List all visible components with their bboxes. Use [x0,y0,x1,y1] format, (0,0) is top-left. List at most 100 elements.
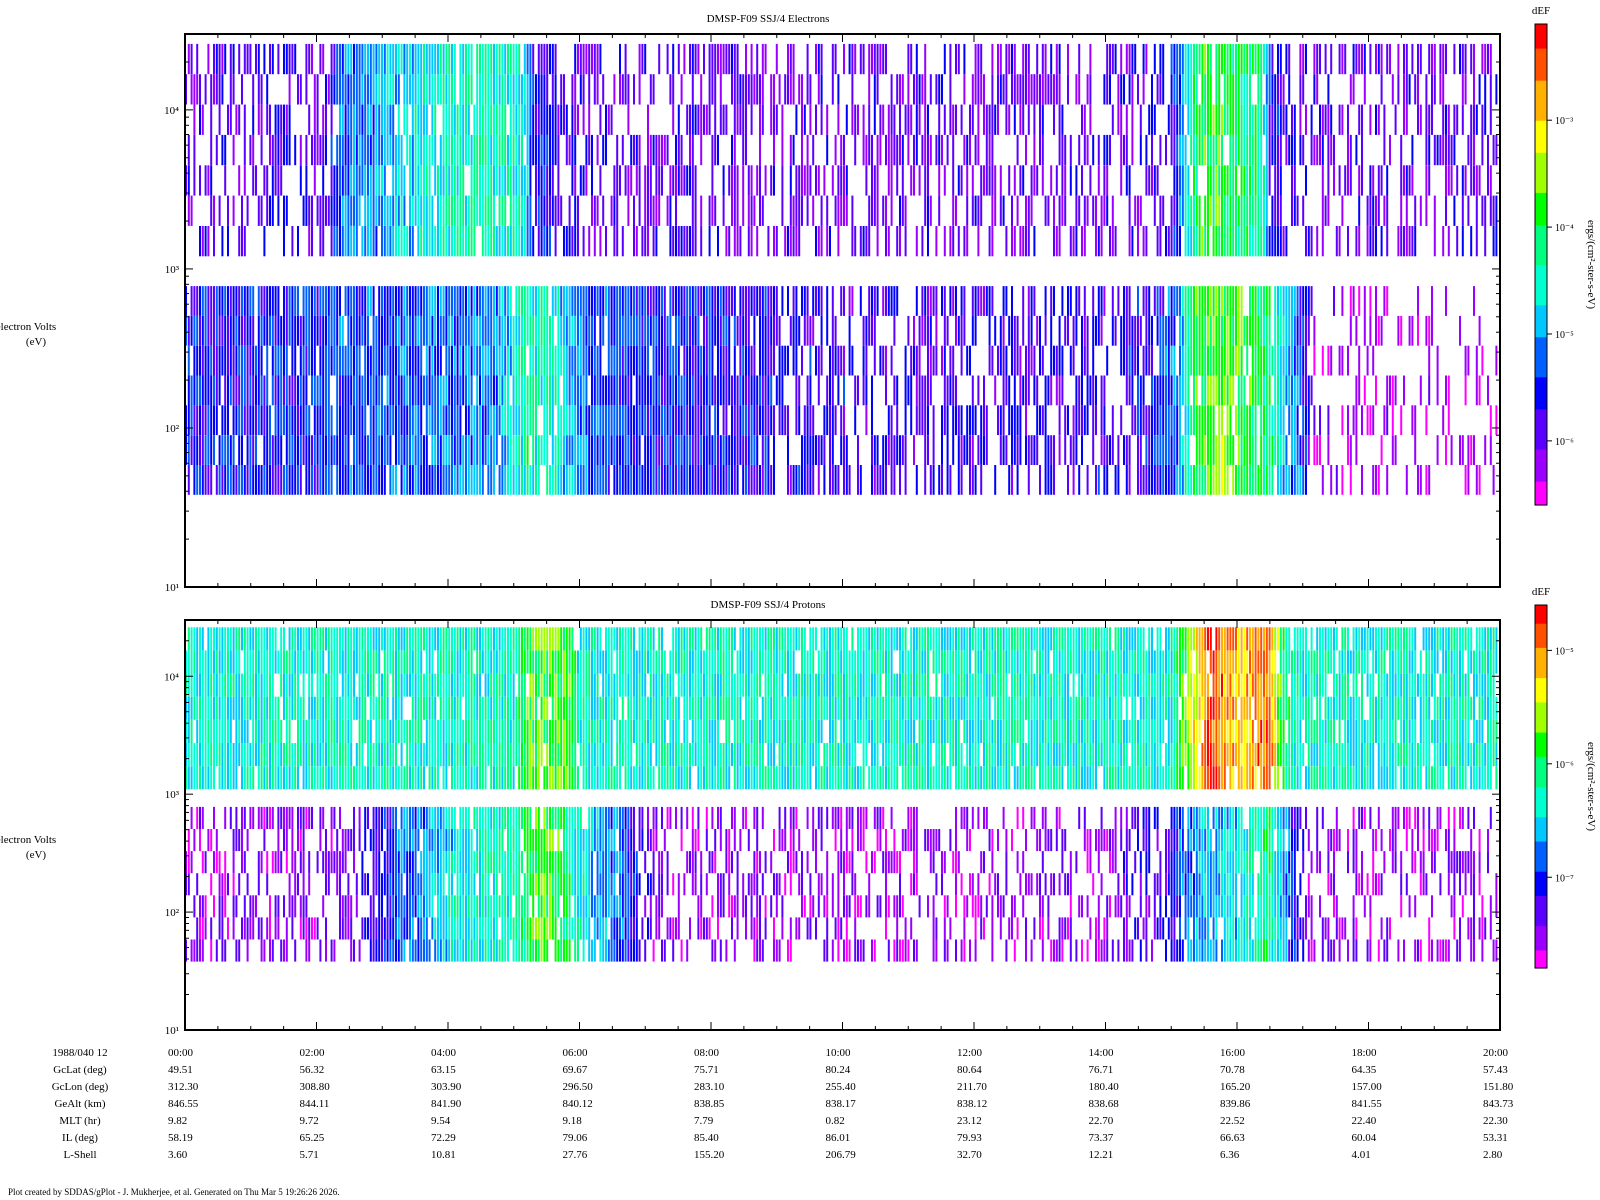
flux-cell [1204,286,1207,316]
flux-cell [313,435,316,465]
flux-cell [1405,195,1408,257]
flux-cell [1025,829,1027,852]
flux-cell [1226,895,1229,918]
flux-cell [1254,345,1257,376]
colorbar-swatch [1535,72,1547,81]
flux-cell [1218,165,1221,196]
flux-cell [1377,165,1380,226]
flux-cell [378,43,381,75]
flux-cell [952,226,955,257]
flux-cell [498,165,501,196]
flux-cell [759,851,761,874]
flux-cell [1475,165,1478,196]
flux-cell [1075,286,1078,346]
flux-cell [1277,43,1279,75]
flux-cell [241,465,243,495]
flux-cell [641,829,644,852]
flux-cell [644,165,647,226]
flux-cell [680,74,683,105]
flux-cell [1097,165,1100,196]
flux-cell [1419,104,1422,135]
flux-cell [1111,405,1114,465]
flux-cell [649,165,652,226]
flux-cell [815,286,817,316]
flux-cell [1156,375,1159,436]
colorbar-swatch [1535,160,1547,169]
flux-cell [243,465,246,495]
flux-cell [700,226,703,257]
flux-cell [221,405,224,436]
flux-cell [294,286,297,316]
flux-cell [215,939,218,962]
flux-cell [271,375,274,406]
flux-cell [361,917,364,940]
flux-cell [700,895,703,918]
flux-cell [619,895,621,918]
flux-cell [680,286,683,346]
flux-cell [453,465,456,495]
flux-cell [686,851,689,874]
flux-cell [711,43,714,105]
flux-cell [1097,134,1100,166]
flux-cell [350,829,353,852]
flux-cell [994,375,997,406]
flux-cell [809,165,812,196]
flux-cell [333,286,336,376]
flux-cell [246,939,249,962]
flux-cell [672,74,675,105]
flux-cell [549,315,551,346]
flux-cell [1106,465,1109,495]
flux-cell [238,104,241,135]
flux-cell [372,851,375,962]
flux-cell [1148,465,1151,495]
flux-cell [1167,226,1170,257]
flux-cell [837,165,840,196]
flux-cell [1005,226,1008,257]
flux-cell [579,43,582,75]
flux-cell [733,895,736,918]
flux-cell [1137,435,1139,495]
flux-cell [453,104,456,135]
flux-cell [711,134,714,196]
flux-cell [213,286,215,376]
flux-cell [364,74,367,166]
flux-cell [728,435,731,465]
flux-cell [1263,286,1265,316]
flux-cell [1086,315,1089,376]
flux-cell [498,74,501,105]
flux-cell [386,435,389,465]
flux-cell [249,43,252,75]
flux-cell [795,917,798,940]
flux-cell [731,917,733,940]
flux-cell [512,226,515,257]
flux-cell [1445,375,1447,406]
flux-cell [232,873,235,896]
flux-cell [1229,134,1232,196]
flux-cell [1428,345,1431,376]
flux-cell [1232,315,1235,346]
flux-cell [532,375,535,465]
flux-cell [655,315,658,346]
flux-cell [700,917,703,940]
flux-cell [1207,315,1209,346]
flux-cell [448,345,451,376]
flux-cell [1089,375,1092,406]
flux-cell [787,286,789,316]
flux-cell [848,315,851,376]
flux-cell [683,315,686,346]
flux-cell [781,104,784,166]
flux-cell [442,851,445,896]
flux-cell [495,939,498,962]
flux-cell [591,806,593,852]
flux-cell [518,104,521,135]
flux-cell [1251,165,1254,196]
flux-cell [1229,829,1232,852]
flux-cell [585,315,588,346]
flux-cell [1237,286,1240,376]
flux-cell [960,806,963,829]
flux-cell [1221,315,1223,346]
flux-cell [1310,286,1313,316]
flux-cell [526,195,529,257]
flux-cell [294,134,297,166]
flux-cell [619,851,621,874]
